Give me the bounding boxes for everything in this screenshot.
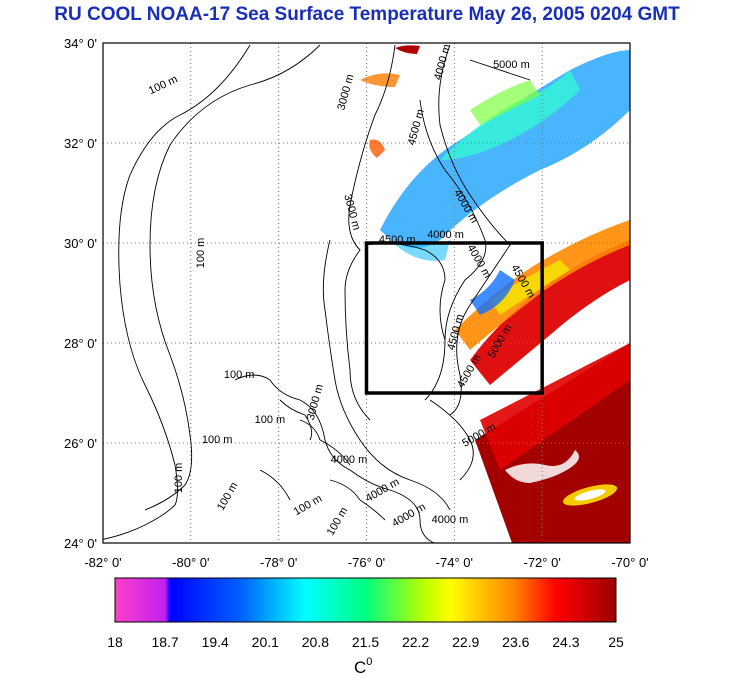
lon-tick-label: -80° 0' [172,555,209,570]
sst-scatter-2 [395,45,420,54]
colorbar-tick-label: 21.5 [352,634,379,650]
isobath-label: 5000 m [493,59,530,71]
isobath-label: 4000 m [331,454,368,466]
coastline-layer [103,44,531,543]
colorbar [114,577,617,623]
lon-tick-label: -78° 0' [260,555,297,570]
isobath-label: 4500 m [379,234,416,246]
sst-cool-north-2 [440,70,580,160]
sst-front-red [470,240,630,385]
colorbar-tick-label: 22.9 [452,634,479,650]
florida-georgia-coastline [103,44,251,540]
lon-tick-label: -76° 0' [348,555,385,570]
colorbar-tick-label: 20.1 [252,634,279,650]
lat-tick-label: 28° 0' [64,336,97,351]
colorbar-tick-label: 19.4 [202,634,229,650]
isobath-label: 4000 m [427,229,464,241]
sst-cool-north-3 [470,80,540,125]
lat-tick-label: 24° 0' [64,536,97,551]
colorbar-tick-label: 18.7 [151,634,178,650]
colorbar-tick-label: 25 [608,634,624,650]
bahamas-banks [234,374,436,543]
isobath-label: 100 m [195,238,207,269]
isobath-5000m-lower [429,399,474,481]
colorbar-tick-label: 23.6 [502,634,529,650]
isobath-5000m-upper [469,59,531,81]
sst-cool-mid [470,270,515,315]
lat-tick-label: 32° 0' [64,136,97,151]
colorbar-tick-label: 20.8 [302,634,329,650]
lon-tick-label: -82° 0' [84,555,121,570]
colorbar-unit-label: C0 [354,656,372,677]
longitude-ticks: -82° 0' -80° 0' -78° 0' -76° 0' -74° 0' -72° … [84,555,648,570]
isobath-label: 100 m [224,369,255,381]
bahamas-islands [259,399,386,521]
lat-tick-label: 30° 0' [64,236,97,251]
sst-scatter-3 [369,139,385,158]
map-title: RU COOL NOAA-17 Sea Surface Temperature … [54,4,680,25]
latitude-ticks: 24° 0' 26° 0' 28° 0' 30° 0' 32° 0' 34° 0' [64,36,97,551]
sst-data-layer [360,45,630,543]
isobath-4000m [438,44,511,416]
sst-front-yellow [490,260,570,315]
isobath-label: 4000 m [432,514,469,526]
sst-cloud-north [520,160,620,206]
lon-tick-label: -74° 0' [436,555,473,570]
colorbar-ticks: 18 18.7 19.4 20.1 20.8 21.5 22.2 22.9 23.6 24.3 25 [107,634,624,650]
map-frame [102,42,631,544]
colorbar-tick-label: 24.3 [552,634,579,650]
lon-tick-label: -70° 0' [611,555,648,570]
sst-cool-eddy-core [574,489,606,501]
isobath-label: 100 m [202,434,233,446]
isobath-label: 100 m [255,414,286,426]
cloud-gap [505,450,579,483]
lat-tick-label: 34° 0' [64,36,97,51]
isobath-label: 100 m [173,463,185,494]
colorbar-tick-label: 18 [107,634,123,650]
lat-tick-label: 26° 0' [64,436,97,451]
lon-tick-label: -72° 0' [524,555,561,570]
isobath-3000m [344,44,396,421]
bahamas-shelf-edge [322,239,451,511]
isobath-4500m [419,99,487,401]
sst-scatter-1 [360,73,400,87]
colorbar-tick-label: 22.2 [402,634,429,650]
study-area-box [364,241,544,395]
sst-red-band [480,343,630,470]
isobath-100m-shelf [144,44,321,511]
